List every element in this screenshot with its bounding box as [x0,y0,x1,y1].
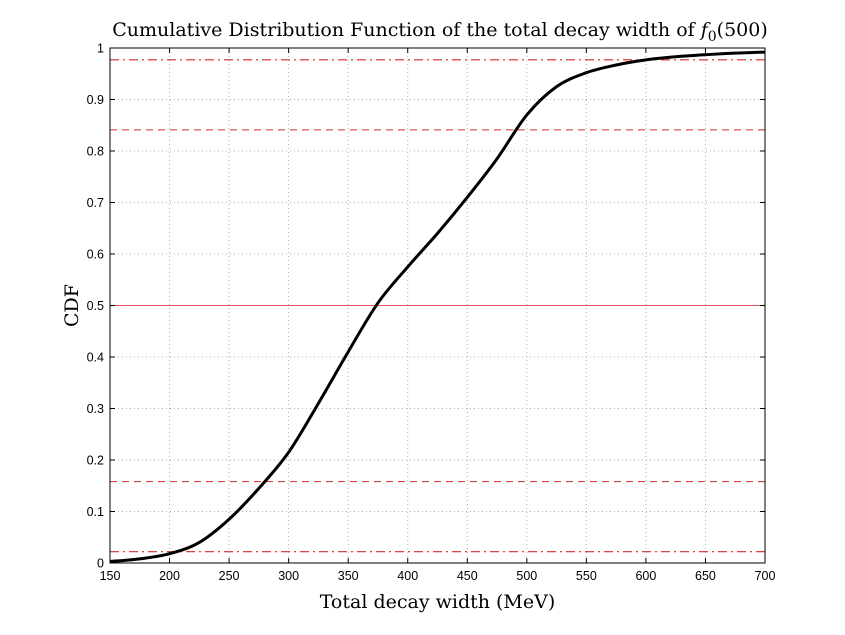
x-tick-label: 250 [219,569,240,583]
y-tick-label: 0.8 [87,145,104,159]
chart-title: Cumulative Distribution Function of the … [112,19,768,45]
x-tick-label: 500 [516,569,537,583]
axis-ticks: 150 200 250 300 350 400 450 500 550 600 650 700 0 0.1… [87,42,776,584]
x-tick-label: 700 [755,569,776,583]
x-tick-label: 150 [100,569,121,583]
x-tick-label: 600 [635,569,656,583]
y-tick-label: 0.3 [87,402,104,416]
x-tick-label: 650 [695,569,716,583]
x-tick-label: 200 [159,569,180,583]
y-tick-label: 0 [97,557,104,571]
x-tick-label: 550 [576,569,597,583]
y-tick-label: 0.5 [87,299,104,313]
x-tick-label: 350 [338,569,359,583]
y-tick-label: 0.9 [87,93,104,107]
x-tick-label: 300 [278,569,299,583]
series-line-cdf [109,50,766,563]
y-tick-label: 0.1 [87,505,104,519]
x-tick-label: 450 [457,569,478,583]
y-tick-label: 0.2 [87,454,104,468]
data-series [109,50,766,563]
y-tick-label: 1 [97,42,104,56]
y-tick-label: 0.6 [87,248,104,262]
reference-lines [110,59,765,553]
x-axis-label: Total decay width (MeV) [320,591,556,613]
y-tick-label: 0.7 [87,196,104,210]
x-tick-label: 400 [397,569,418,583]
y-axis-label: CDF [61,284,83,327]
y-tick-label: 0.4 [87,351,104,365]
